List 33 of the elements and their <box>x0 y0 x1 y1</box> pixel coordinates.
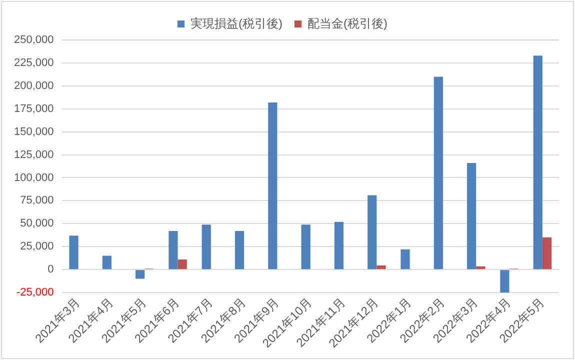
y-tick-label: 175,000 <box>14 102 54 115</box>
y-tick-label: 250,000 <box>14 34 54 46</box>
legend-label: 実現損益(税引後) <box>190 16 283 30</box>
legend-label: 配当金(税引後) <box>308 16 388 30</box>
y-tick-label: 100,000 <box>14 172 54 184</box>
y-tick-label: 225,000 <box>14 56 54 69</box>
bar <box>368 195 377 270</box>
bar <box>234 231 244 270</box>
bar <box>168 231 178 270</box>
bar <box>542 237 552 270</box>
bar <box>102 256 112 270</box>
bar <box>376 265 386 270</box>
y-tick-label: 25,000 <box>20 240 54 253</box>
bar <box>178 259 187 270</box>
y-tick-label: 125,000 <box>14 148 54 161</box>
bar <box>69 236 78 270</box>
bar <box>500 270 510 293</box>
bar <box>400 249 410 270</box>
bar <box>202 224 211 270</box>
bar <box>476 266 486 270</box>
bar <box>467 163 476 270</box>
y-tick-label: 50,000 <box>20 218 54 230</box>
bar <box>268 102 278 270</box>
bar <box>301 224 310 270</box>
y-tick-label: 75,000 <box>20 194 54 207</box>
bar <box>334 222 344 270</box>
y-tick-label: 150,000 <box>14 126 54 138</box>
y-tick-label: -25,000 <box>16 286 54 299</box>
bar <box>533 56 542 270</box>
y-tick-label: 0 <box>48 264 54 276</box>
bar <box>434 76 443 270</box>
bar <box>136 270 145 279</box>
y-tick-label: 200,000 <box>14 80 54 92</box>
